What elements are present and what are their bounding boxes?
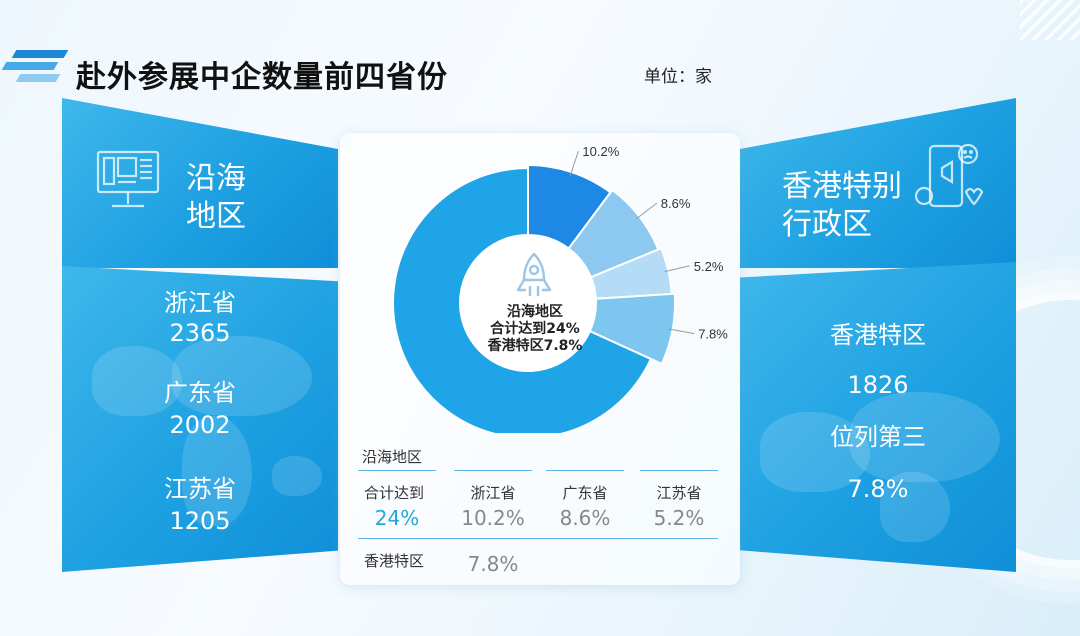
donut-center-text: 沿海地区 合计达到24% 香港特区7.8% — [470, 304, 600, 355]
guangdong-name: 广东省 — [164, 379, 236, 407]
summary-header-guangdong: 广东省 — [562, 484, 608, 502]
summary-value-guangdong: 8.6% — [559, 506, 611, 530]
donut-label-leader — [635, 202, 658, 220]
summary-rule — [454, 470, 532, 471]
guangdong-value: 2002 — [169, 411, 231, 439]
coastal-heading-line1: 沿海 — [186, 161, 246, 196]
hk-stat-rank: 位列第三 — [830, 423, 926, 451]
world-map-shape — [182, 416, 252, 526]
donut-slice-label: 7.8% — [698, 327, 728, 342]
donut-slice — [392, 166, 653, 433]
donut-center-line1: 沿海地区 — [507, 304, 563, 320]
phone-feedback-icon — [914, 143, 984, 208]
summary-rule — [358, 538, 718, 539]
summary-total-value: 24% — [374, 506, 420, 530]
summary-value-jiangsu: 5.2% — [653, 506, 705, 530]
summary-total-label: 合计达到 — [364, 484, 425, 502]
world-map-shape — [272, 456, 322, 496]
summary-rule — [358, 470, 436, 471]
summary-value-zhejiang: 10.2% — [461, 506, 525, 530]
summary-group-label: 沿海地区 — [362, 448, 423, 466]
donut-slice-label: 10.2% — [582, 144, 619, 159]
summary-rule — [640, 470, 718, 471]
summary-header-zhejiang: 浙江省 — [470, 484, 516, 502]
donut-slice-label: 8.6% — [661, 196, 691, 211]
coastal-heading-line2: 地区 — [186, 199, 246, 234]
donut-slice — [588, 292, 676, 366]
hk-stat-value: 1826 — [847, 371, 909, 399]
unit-label: 单位：家 — [644, 67, 712, 87]
title-decoration — [0, 46, 78, 86]
summary-rule — [546, 470, 624, 471]
page-title: 赴外参展中企数量前四省份 — [76, 60, 448, 95]
decorative-stripes — [1020, 0, 1080, 40]
hk-stat-label: 香港特区 — [830, 321, 926, 349]
coastal-stats-panel — [62, 266, 338, 572]
jiangsu-value: 1205 — [169, 507, 231, 535]
donut-chart: 10.2% 8.6% 5.2% 7.8% — [392, 144, 728, 433]
world-map-shape — [760, 412, 870, 492]
donut-label-leader — [668, 328, 695, 335]
donut-label-leader — [569, 150, 579, 176]
donut-center-line2: 合计达到24% — [490, 321, 580, 337]
hk-heading-line2: 行政区 — [782, 207, 872, 242]
hk-stats-panel — [740, 262, 1016, 572]
rocket-icon — [516, 252, 552, 296]
hk-heading-line1: 香港特别 — [782, 169, 902, 204]
donut-center-line3: 香港特区7.8% — [487, 338, 583, 354]
computer-icon — [96, 150, 160, 208]
zhejiang-name: 浙江省 — [164, 289, 236, 317]
jiangsu-name: 江苏省 — [164, 475, 236, 503]
world-map-shape — [92, 346, 182, 416]
world-map-shape — [880, 472, 950, 542]
summary-hk-value: 7.8% — [467, 552, 519, 576]
world-map-shape — [172, 336, 312, 416]
donut-hole — [461, 236, 595, 370]
summary-hk-label: 香港特区 — [364, 552, 425, 570]
summary-header-jiangsu: 江苏省 — [656, 484, 702, 502]
world-map-shape — [850, 392, 1000, 482]
donut-slice-label: 5.2% — [694, 259, 724, 274]
hk-stat-share: 7.8% — [847, 475, 909, 503]
zhejiang-value: 2365 — [169, 319, 231, 347]
donut-label-leader — [664, 265, 690, 273]
